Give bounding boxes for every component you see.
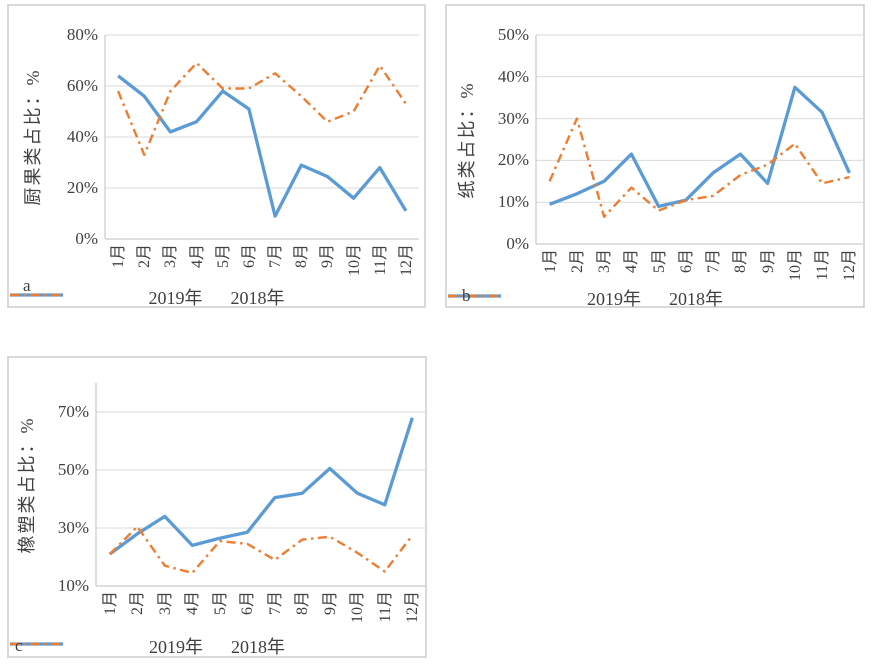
chart-b-plot — [535, 34, 863, 245]
legend-label: 2018年 — [230, 288, 285, 308]
y-tick-label: 40% — [497, 66, 529, 86]
series-line-2019年 — [549, 85, 851, 209]
x-tick-label: 12月 — [404, 591, 422, 624]
legend: 2019年 2018年 — [9, 638, 425, 656]
y-tick-label: 20% — [66, 178, 98, 197]
panel-letter-c: c — [15, 636, 23, 655]
y-axis-title: 厨果类占比：% — [23, 68, 43, 206]
chart-c-plot — [95, 383, 426, 587]
y-tick-label: 40% — [66, 127, 98, 146]
x-tick-label: 4月 — [184, 591, 202, 616]
y-tick-label: 30% — [57, 518, 89, 537]
panel-letter-a: a — [23, 276, 31, 295]
series-line-2018年 — [108, 525, 414, 575]
series-line-2018年 — [548, 117, 850, 219]
legend-2018年-swatch — [10, 293, 63, 297]
legend-item-2019年: 2019年 — [448, 289, 641, 309]
y-tick-label: 60% — [66, 76, 98, 95]
legend-label: 2019年 — [148, 288, 203, 308]
legend-label: 2018年 — [669, 289, 723, 309]
y-tick-label: 10% — [57, 576, 89, 595]
chart-panel-a: 0% 20% 40% 60% 80% 1月 2月 3月 4月 5月 6月 7月 8月 9月 10月 11月 12… — [7, 4, 426, 308]
legend-item-2018年: 2018年 — [10, 288, 285, 308]
legend-2018年-swatch — [10, 642, 63, 646]
legend-item-2018年: 2018年 — [10, 637, 285, 657]
y-tick-label: 10% — [497, 192, 529, 212]
x-tick-label: 8月 — [294, 591, 312, 616]
legend-label: 2018年 — [231, 637, 285, 657]
chart-panel-b: 0% 10% 20% 30% 40% 50% 1月 2月 3月 4月 5月 6月 7月 8月 9月 10月 11… — [445, 4, 865, 308]
chart-panel-c: 10% 30% 50% 70% 1月 2月 3月 4月 5月 6月 7月 8月 9月 10月 11月 12月 橡… — [7, 356, 427, 658]
series-line-2019年 — [108, 417, 414, 556]
y-tick-label: 0% — [75, 229, 98, 248]
x-tick-label: 10月 — [349, 591, 367, 624]
y-tick-label: 0% — [506, 234, 529, 253]
x-tick-label: 7月 — [266, 591, 284, 616]
series-line-2019年 — [117, 74, 408, 218]
y-axis-title: 纸类占比：% — [457, 81, 477, 198]
legend-item-2019年: 2019年 — [10, 288, 203, 308]
legend-item-2019年: 2019年 — [10, 637, 203, 657]
y-tick-label: 30% — [497, 108, 529, 128]
x-tick-label: 6月 — [239, 591, 257, 616]
y-tick-label: 20% — [497, 150, 529, 170]
legend: 2019年 2018年 — [9, 289, 424, 307]
x-tick-label: 3月 — [156, 591, 174, 616]
x-tick-label: 9月 — [321, 591, 339, 616]
chart-a-plot — [104, 34, 419, 240]
y-tick-label: 70% — [57, 402, 89, 421]
x-tick-label: 5月 — [211, 591, 229, 616]
y-tick-label: 80% — [66, 25, 98, 44]
y-axis-title: 橡塑类占比：% — [17, 416, 37, 553]
x-tick-label: 11月 — [376, 591, 394, 623]
legend: 2019年 2018年 — [447, 290, 863, 308]
legend-label: 2019年 — [587, 289, 641, 309]
y-tick-label: 50% — [57, 460, 89, 479]
x-tick-label: 2月 — [129, 591, 147, 616]
legend-label: 2019年 — [149, 637, 203, 657]
legend-item-2018年: 2018年 — [448, 289, 723, 309]
series-line-2018年 — [116, 61, 407, 157]
y-tick-label: 50% — [497, 25, 529, 44]
panel-letter-b: b — [462, 286, 471, 305]
legend-2018年-swatch — [448, 294, 501, 298]
x-tick-label: 1月 — [101, 591, 119, 616]
